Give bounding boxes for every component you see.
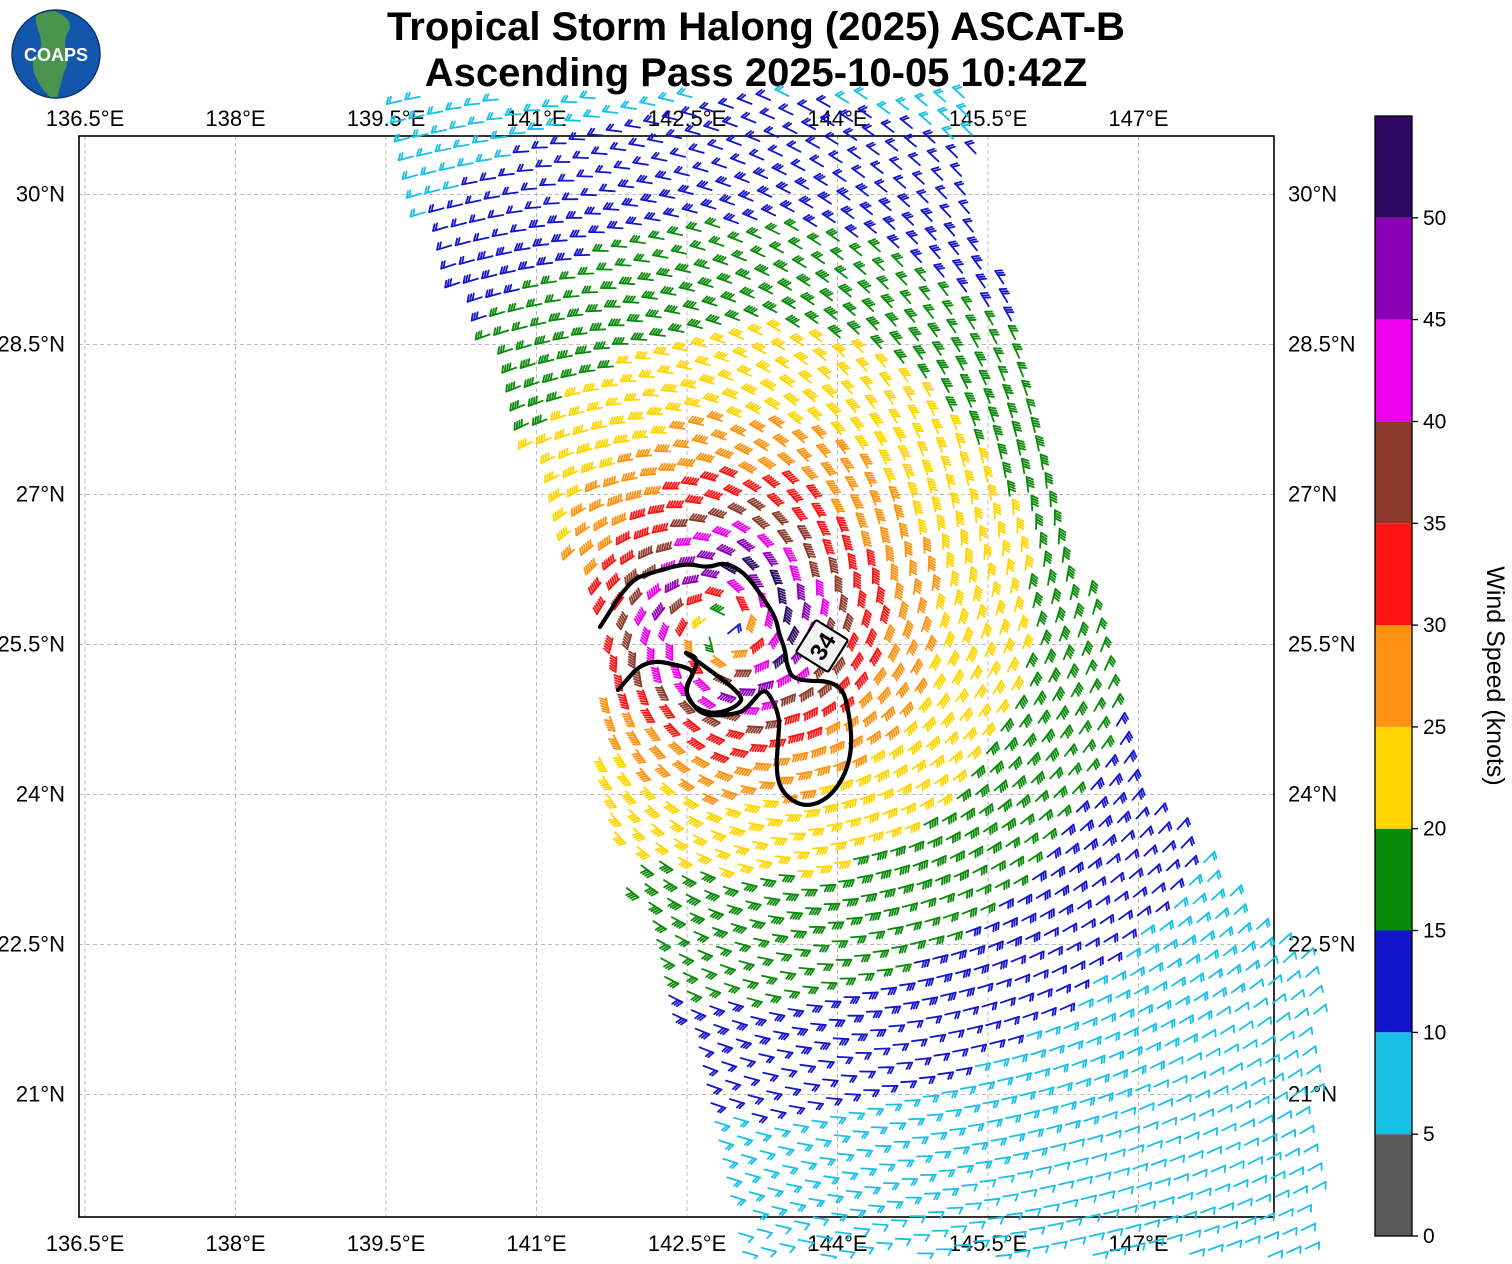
svg-text:139.5°E: 139.5°E <box>347 106 426 131</box>
svg-text:30°N: 30°N <box>16 182 65 207</box>
svg-text:139.5°E: 139.5°E <box>347 1231 426 1256</box>
svg-text:50: 50 <box>1423 207 1446 230</box>
svg-text:22.5°N: 22.5°N <box>1288 932 1356 957</box>
svg-text:25.5°N: 25.5°N <box>1288 632 1356 657</box>
svg-text:45: 45 <box>1423 309 1446 332</box>
svg-text:35: 35 <box>1423 512 1446 535</box>
svg-text:5: 5 <box>1423 1123 1435 1146</box>
svg-text:28.5°N: 28.5°N <box>0 332 65 357</box>
svg-text:24°N: 24°N <box>16 782 65 807</box>
svg-text:22.5°N: 22.5°N <box>0 932 65 957</box>
svg-text:40: 40 <box>1423 411 1446 434</box>
svg-text:141°E: 141°E <box>506 1231 566 1256</box>
svg-text:25: 25 <box>1423 716 1446 739</box>
svg-text:Tropical Storm Halong (2025) A: Tropical Storm Halong (2025) ASCAT-B <box>387 5 1125 49</box>
svg-text:138°E: 138°E <box>205 1231 265 1256</box>
svg-text:Ascending Pass 2025-10-05 10:4: Ascending Pass 2025-10-05 10:42Z <box>425 51 1088 95</box>
svg-text:21°N: 21°N <box>16 1082 65 1107</box>
svg-text:20: 20 <box>1423 818 1446 841</box>
svg-text:25.5°N: 25.5°N <box>0 632 65 657</box>
svg-text:144°E: 144°E <box>807 1231 867 1256</box>
svg-text:30: 30 <box>1423 614 1446 637</box>
svg-text:138°E: 138°E <box>205 106 265 131</box>
svg-text:24°N: 24°N <box>1288 782 1337 807</box>
svg-text:136.5°E: 136.5°E <box>46 1231 125 1256</box>
svg-text:142.5°E: 142.5°E <box>648 1231 727 1256</box>
svg-text:30°N: 30°N <box>1288 182 1337 207</box>
svg-text:27°N: 27°N <box>1288 482 1337 507</box>
svg-text:0: 0 <box>1423 1225 1435 1248</box>
svg-text:147°E: 147°E <box>1108 1231 1168 1256</box>
svg-text:28.5°N: 28.5°N <box>1288 332 1356 357</box>
svg-text:10: 10 <box>1423 1021 1446 1044</box>
svg-text:147°E: 147°E <box>1108 106 1168 131</box>
svg-text:27°N: 27°N <box>16 482 65 507</box>
svg-text:15: 15 <box>1423 920 1446 943</box>
svg-text:COAPS: COAPS <box>24 45 88 65</box>
svg-text:Wind Speed (knots): Wind Speed (knots) <box>1481 566 1509 786</box>
svg-text:136.5°E: 136.5°E <box>46 106 125 131</box>
